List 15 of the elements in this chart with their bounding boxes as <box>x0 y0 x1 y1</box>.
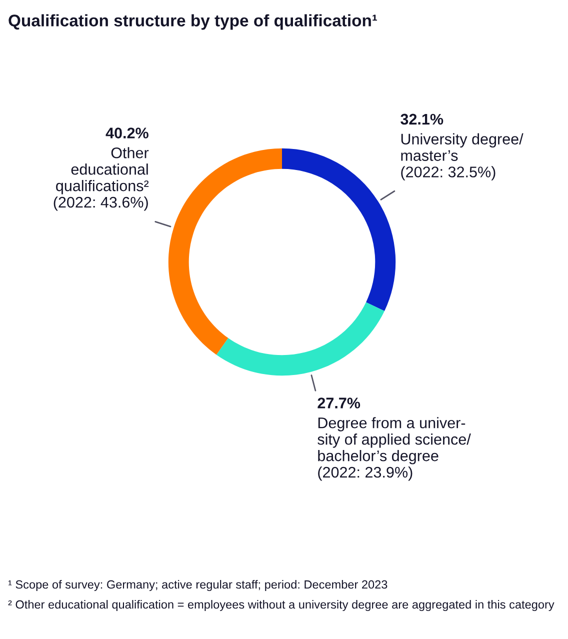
text: (2022: 43.6%) <box>54 196 148 211</box>
text: ² Other educational qualification = employees without a university degree are aggregated in this category <box>8 600 554 612</box>
slice-label: Other educational qualifications² <box>56 147 149 194</box>
donut-slice <box>168 148 282 355</box>
data-label: 32.1% <box>400 114 444 125</box>
text: (2022: 32.5%) <box>401 166 496 180</box>
text: (2022: 23.9%) <box>318 466 412 481</box>
data-label: 40.2% <box>106 128 148 138</box>
text: ¹ Scope of survey: Germany; active regular staff; period: December 2023 <box>8 580 388 592</box>
slice-label: Degree from a univer- sity of applied science/ bachelor’s degree <box>318 417 471 464</box>
donut-slice <box>216 302 384 376</box>
data-label: 27.7% <box>318 398 360 408</box>
slice-label: University degree/ master’s <box>401 133 524 161</box>
chart-title: Qualification structure by type of qualification¹ <box>8 14 377 30</box>
donut-slice <box>282 148 396 312</box>
